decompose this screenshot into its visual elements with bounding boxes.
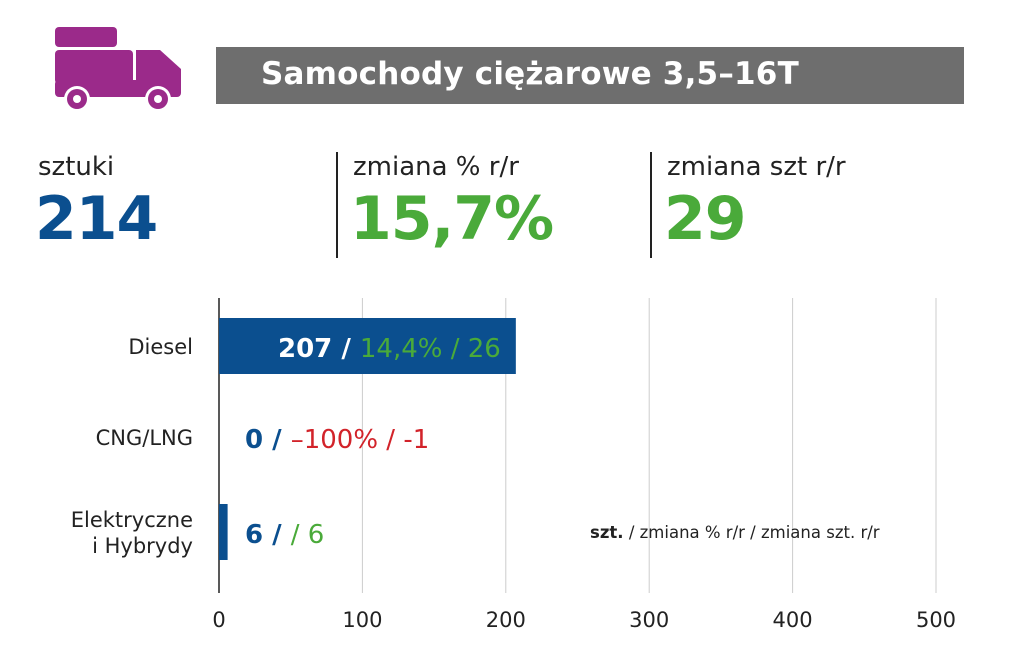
legend-note-bold: szt. bbox=[590, 523, 624, 542]
category-label: Elektryczne i Hybrydy bbox=[71, 508, 193, 558]
stat-units-label: sztuki bbox=[38, 152, 115, 182]
x-tick-label: 200 bbox=[486, 608, 526, 632]
stat-unit-change-label: zmiana szt r/r bbox=[667, 152, 846, 182]
x-tick-label: 500 bbox=[916, 608, 956, 632]
stat-pct-change-value: 15,7% bbox=[350, 184, 554, 254]
stat-divider bbox=[336, 152, 338, 258]
data-label: 207 / 14,4% / 26 bbox=[278, 334, 501, 364]
bar bbox=[219, 504, 228, 560]
x-tick-label: 100 bbox=[342, 608, 382, 632]
data-label: 6 / / 6 bbox=[245, 520, 324, 550]
title-bar: Samochody ciężarowe 3,5–16T bbox=[216, 47, 964, 104]
stat-divider bbox=[650, 152, 652, 258]
data-label: 0 / –100% / -1 bbox=[245, 425, 429, 455]
page-title: Samochody ciężarowe 3,5–16T bbox=[261, 56, 799, 92]
category-label: CNG/LNG bbox=[96, 426, 193, 450]
legend-note-rest: / zmiana % r/r / zmiana szt. r/r bbox=[623, 523, 880, 542]
category-label: Diesel bbox=[128, 335, 193, 359]
x-tick-label: 0 bbox=[212, 608, 225, 632]
stat-units-value: 214 bbox=[35, 184, 158, 254]
truck-icon bbox=[55, 27, 181, 112]
stat-unit-change-value: 29 bbox=[664, 184, 746, 254]
x-tick-label: 400 bbox=[773, 608, 813, 632]
bar bbox=[219, 318, 516, 374]
legend-note: szt. / zmiana % r/r / zmiana szt. r/r bbox=[590, 523, 880, 542]
stat-pct-change-label: zmiana % r/r bbox=[353, 152, 519, 182]
x-tick-label: 300 bbox=[629, 608, 669, 632]
